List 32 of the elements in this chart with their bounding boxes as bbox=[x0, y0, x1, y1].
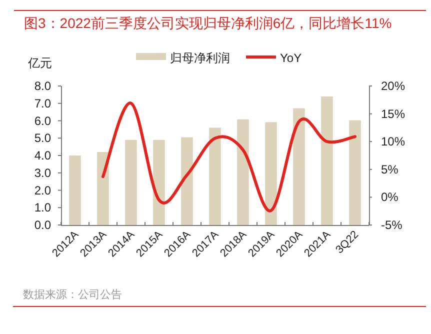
y-tick-label: 0.0 bbox=[34, 218, 52, 232]
legend-label: YoY bbox=[280, 51, 302, 65]
y-tick-label: 8.0 bbox=[34, 79, 52, 93]
bar bbox=[209, 128, 221, 225]
y2-tick-label: 10% bbox=[381, 134, 406, 149]
y-tick-label: 2.0 bbox=[34, 183, 52, 198]
y-tick-label: 1.0 bbox=[34, 200, 52, 215]
legend-label: 归母净利润 bbox=[170, 51, 230, 65]
y-tick-label: 4.0 bbox=[34, 148, 52, 162]
y2-tick-label: 5% bbox=[381, 162, 399, 176]
y-tick-label: 5.0 bbox=[34, 131, 52, 146]
y2-tick-label: 15% bbox=[381, 106, 406, 121]
y-tick-label: 3.0 bbox=[34, 166, 52, 180]
bar bbox=[181, 137, 193, 225]
source-note: 数据来源：公司公告 bbox=[23, 288, 122, 301]
y-tick-label: 6.0 bbox=[34, 114, 52, 128]
chart-title: 图3：2022前三季度公司实现归母净利润6亿，同比增长11% bbox=[24, 15, 392, 31]
bar bbox=[125, 140, 137, 225]
y2-tick-label: 20% bbox=[381, 79, 406, 93]
bar bbox=[237, 119, 249, 225]
y2-tick-label: 0% bbox=[381, 190, 399, 204]
bar bbox=[69, 156, 81, 225]
legend-归母净利润: 归母净利润 bbox=[136, 51, 230, 65]
bar bbox=[97, 152, 109, 225]
bar bbox=[153, 140, 165, 225]
bar bbox=[321, 96, 333, 225]
y-tick-label: 7.0 bbox=[34, 96, 52, 110]
y2-tick-label: -5% bbox=[381, 218, 403, 232]
bar bbox=[349, 120, 361, 225]
bar bbox=[293, 108, 305, 225]
bar bbox=[265, 122, 277, 225]
y-axis-title: 亿元 bbox=[27, 56, 52, 70]
